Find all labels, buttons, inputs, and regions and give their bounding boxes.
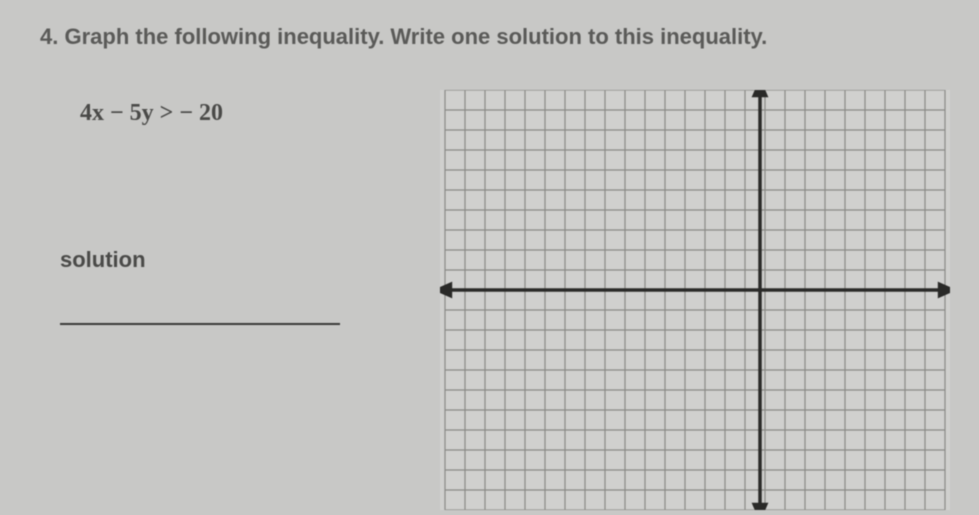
solution-label: solution: [60, 247, 410, 273]
question-number: 4.: [40, 24, 58, 49]
inequality-equation: 4x − 5y > − 20: [80, 100, 410, 127]
left-column: 4x − 5y > − 20 solution: [40, 90, 410, 510]
content-row: 4x − 5y > − 20 solution: [40, 90, 939, 510]
answer-blank-line: [60, 323, 340, 325]
graph-bg: [440, 90, 950, 510]
graph-svg: [440, 90, 950, 510]
question-prompt: 4. Graph the following inequality. Write…: [40, 24, 939, 50]
coordinate-graph: [440, 90, 950, 510]
question-text-content: Graph the following inequality. Write on…: [64, 24, 767, 49]
worksheet-page: 4. Graph the following inequality. Write…: [0, 0, 979, 509]
